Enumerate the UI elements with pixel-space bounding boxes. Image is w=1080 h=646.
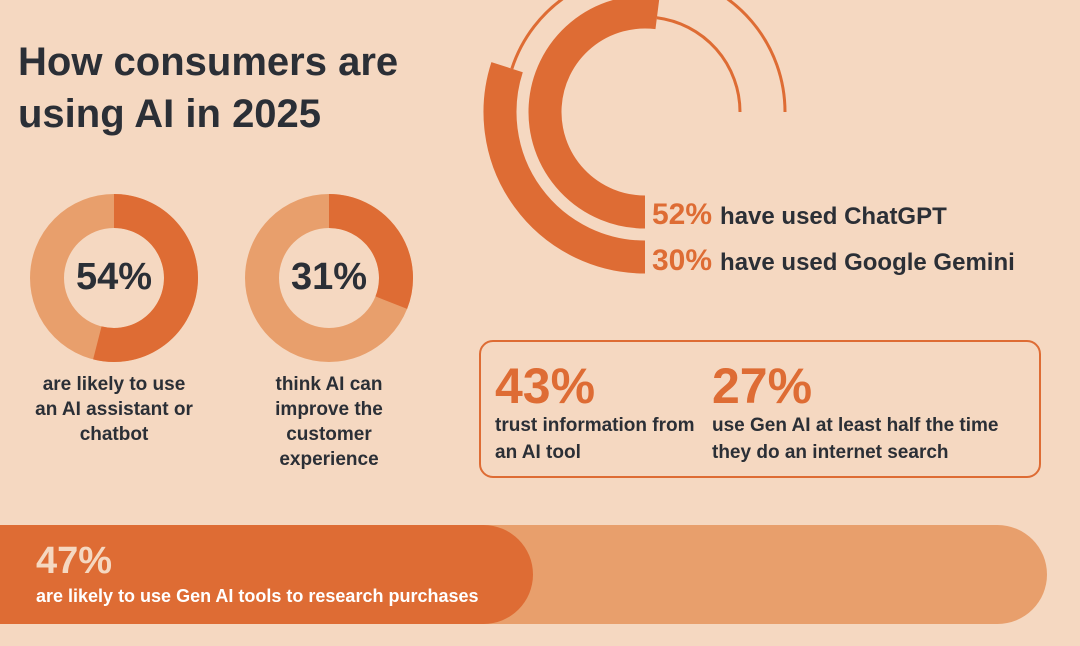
legend-value: 52% xyxy=(652,198,713,231)
donut-segment xyxy=(93,194,198,362)
radial-bar-chatgpt xyxy=(528,0,660,229)
stats-box: 43% trust information from an AI tool 27… xyxy=(479,340,1041,478)
donut-label: 54% xyxy=(75,256,153,298)
stat-search: 27% use Gen AI at least half the time th… xyxy=(712,360,1032,466)
stat-text: trust information from an AI tool xyxy=(495,415,695,463)
donut-label: 31% xyxy=(290,256,368,298)
legend-label: have used ChatGPT xyxy=(720,203,947,230)
stat-value: 43% xyxy=(495,358,596,414)
stat-text: use Gen AI at least half the time they d… xyxy=(712,415,999,463)
stat-trust: 43% trust information from an AI tool xyxy=(495,360,695,466)
legend-value: 30% xyxy=(652,244,713,277)
stat-value: 27% xyxy=(712,358,813,414)
radial-track xyxy=(510,0,787,113)
donut-chart-cx xyxy=(245,194,413,362)
legend-label: have used Google Gemini xyxy=(720,249,1015,276)
donut-segment xyxy=(328,194,413,309)
legend-gemini: 30% have used Google Gemini xyxy=(652,244,1015,278)
radial-track xyxy=(656,16,742,113)
radial-bar-chart xyxy=(483,0,787,274)
page-title: How consumers are using AI in 2025 xyxy=(18,40,399,136)
donut-caption: are likely to use an AI assistant or cha… xyxy=(35,374,193,445)
donut-caption: think AI can improve the customer experi… xyxy=(275,374,383,470)
donut-chart-assistant xyxy=(30,194,198,362)
progress-caption: are likely to use Gen AI tools to resear… xyxy=(36,586,479,606)
progress-bar-fill xyxy=(0,525,534,624)
radial-bar-gemini xyxy=(483,62,646,274)
progress-value: 47% xyxy=(36,540,113,582)
legend-chatgpt: 52% have used ChatGPT xyxy=(652,198,947,232)
